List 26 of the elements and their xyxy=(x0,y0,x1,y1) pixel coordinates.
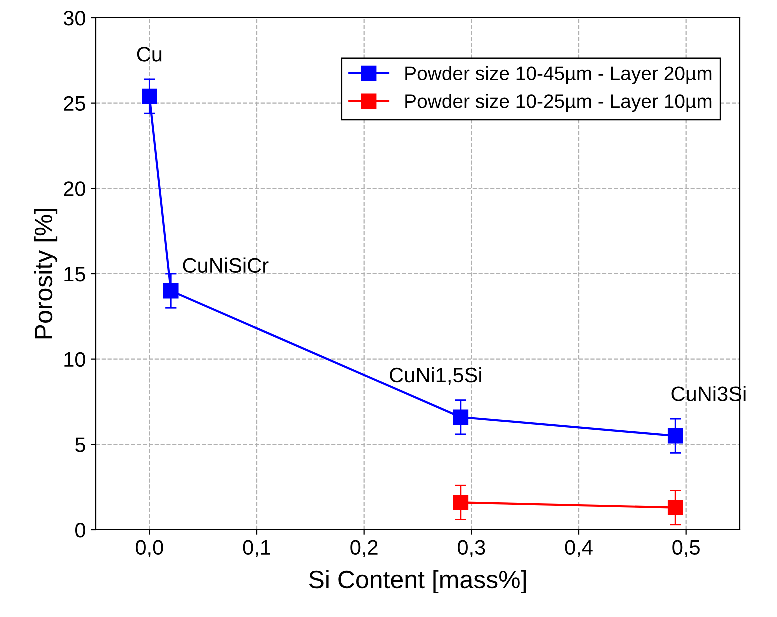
y-tick-label: 25 xyxy=(64,96,86,112)
point xyxy=(142,88,158,104)
y-tick-label: 15 xyxy=(64,267,86,282)
y-tick-label: 5 xyxy=(76,438,86,452)
point xyxy=(668,428,684,444)
y-tick-label: 10 xyxy=(64,352,86,368)
y-axis-title: Porosity [%] xyxy=(34,209,58,339)
y-tick-label: 30 xyxy=(64,11,86,26)
annotation: CuNiSiCr xyxy=(183,258,269,274)
y-tick-label: 0 xyxy=(76,523,86,538)
legend-label: Powder size 10-25µm - Layer 10µm xyxy=(406,94,712,112)
x-axis-title: Si Content [mass%] xyxy=(309,570,526,594)
point xyxy=(453,495,469,510)
x-tick-label: 0,3 xyxy=(458,540,486,558)
annotation: CuNi1,5Si xyxy=(390,367,482,386)
y-tick-label: 20 xyxy=(64,182,86,196)
x-tick-label: 0,2 xyxy=(350,540,378,558)
legend-label: Powder size 10-45µm - Layer 20µm xyxy=(406,66,712,84)
point xyxy=(453,410,469,425)
x-tick-label: 0,0 xyxy=(136,540,164,558)
x-tick-label: 0,1 xyxy=(243,540,270,558)
point xyxy=(668,500,684,516)
annotation: Cu xyxy=(137,47,162,62)
point xyxy=(163,283,179,299)
x-tick-label: 0,4 xyxy=(565,540,593,558)
x-tick-label: 0,5 xyxy=(672,540,700,558)
